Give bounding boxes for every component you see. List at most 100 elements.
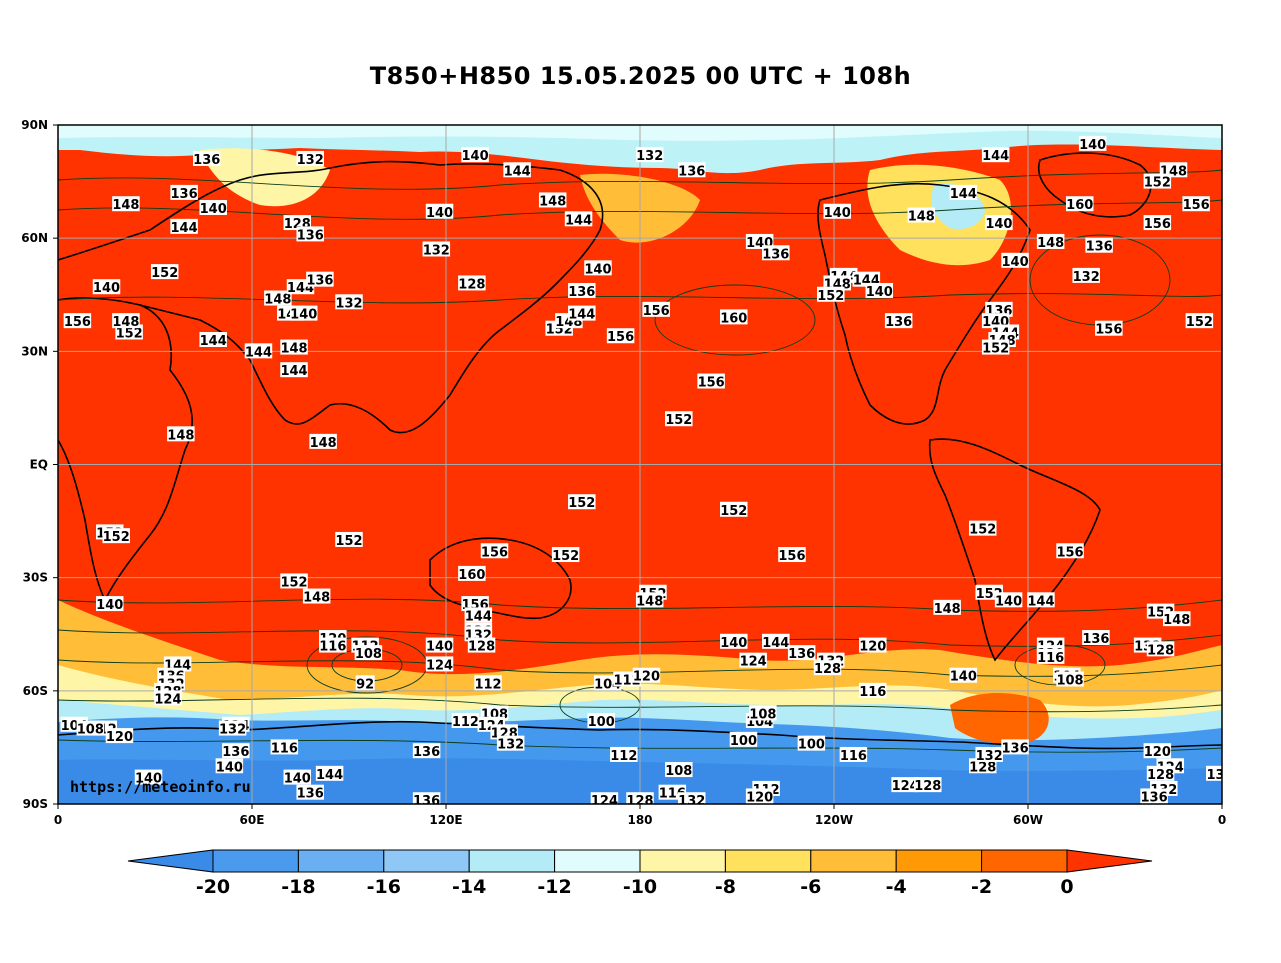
contour-label-bg	[642, 301, 670, 317]
contour-label-bg	[968, 758, 997, 774]
contour-label-bg	[1095, 320, 1123, 336]
contour-label-bg	[823, 275, 851, 291]
contour-label-bg	[665, 411, 693, 427]
contour-label: 140	[950, 670, 977, 685]
contour-label-bg	[154, 690, 182, 706]
contour-label: 132	[297, 153, 324, 168]
lat-tick-label: 90N	[21, 118, 48, 132]
contour-label-bg	[1182, 196, 1210, 212]
contour-label: 152	[568, 496, 595, 511]
contour-label-bg	[626, 792, 654, 804]
colorbar-label: -10	[623, 876, 657, 898]
colorbar-extend-min	[127, 849, 214, 873]
contour-label-bg	[1146, 765, 1175, 781]
contour-label: 140	[866, 285, 893, 300]
contour-label: 144	[316, 768, 343, 783]
contour-label: 136	[1082, 632, 1109, 647]
contour-label: 108	[665, 764, 692, 779]
contour-label-bg	[289, 305, 318, 321]
contour-label: 136	[568, 285, 595, 300]
geopotential-contours	[58, 169, 1222, 753]
contour-label: 132	[423, 243, 450, 258]
contour-label-bg	[1146, 641, 1175, 657]
contour-label-bg	[745, 233, 774, 249]
contour-label-bg	[907, 207, 936, 223]
contour-label-bg	[451, 713, 480, 729]
contour-label-bg	[1185, 313, 1214, 329]
contour-label: 152	[552, 549, 579, 564]
contour-label: 144	[565, 213, 592, 228]
contour-label: 132	[497, 738, 524, 753]
contour-label-bg	[302, 588, 331, 604]
contour-label: 148	[1037, 236, 1064, 251]
contour-label-bg	[296, 226, 324, 242]
contour-label-bg	[95, 596, 124, 612]
contour-label-bg	[244, 343, 273, 359]
contour-label: 136	[1141, 790, 1168, 805]
contour-label-bg	[564, 211, 593, 227]
contour-label: 140	[824, 206, 851, 221]
colorbar-segment	[981, 849, 1068, 873]
contour-label: 160	[1066, 198, 1093, 213]
contour-label: 144	[200, 334, 227, 349]
contour-label-bg	[264, 290, 292, 306]
contour-label-bg	[296, 784, 324, 800]
contour-label-bg	[412, 792, 441, 804]
contour-label: 136	[306, 274, 333, 289]
contour-label: 100	[798, 738, 825, 753]
colorbar: -20 -18 -16 -14 -12 -10 -8 -6 -4 -2 0	[127, 849, 1153, 898]
contour-label: 132	[335, 296, 362, 311]
contour-label-bg	[1143, 215, 1172, 231]
contour-label-bg	[461, 147, 489, 163]
contour-label-bg	[568, 282, 596, 298]
contour-label: 144	[950, 187, 977, 202]
contour-label-bg	[192, 150, 221, 166]
contour-label: 128	[458, 277, 485, 292]
contour-label-bg	[296, 150, 324, 166]
contour-label: 136	[678, 164, 705, 179]
contour-label: 140	[284, 772, 311, 787]
contour-label: 136	[1001, 741, 1028, 756]
contour-label-bg	[985, 215, 1013, 231]
contour-label: 156	[698, 376, 725, 391]
contour-label-bg	[1056, 671, 1084, 687]
contour-label-bg	[496, 735, 525, 751]
contour-label-bg	[474, 675, 502, 691]
lat-tick-label: 30N	[21, 344, 48, 358]
contour-label-bg	[1036, 233, 1065, 249]
contour-label: 124	[154, 692, 181, 707]
contour-label-bg	[985, 301, 1013, 317]
contour-label: 148	[167, 428, 194, 443]
contour-label: 148	[310, 436, 337, 451]
contour-label-bg	[1159, 162, 1188, 178]
colorbar-label: 0	[1060, 876, 1073, 898]
contour-label: 124	[740, 655, 767, 670]
lat-tick-label: 60S	[23, 684, 48, 698]
contour-label-bg	[787, 645, 816, 661]
contour-label-bg	[762, 633, 790, 649]
contour-label: 140	[96, 598, 123, 613]
contour-label-bg	[981, 339, 1010, 355]
contour-label-bg	[968, 520, 997, 536]
contour-label-bg	[1143, 743, 1172, 759]
contour-label-bg	[335, 294, 363, 310]
coast-eurasia	[58, 160, 604, 434]
contour-label-bg	[1027, 592, 1055, 608]
contour-label: 144	[280, 364, 307, 379]
colorbar-label: -8	[715, 876, 736, 898]
contour-label: 112	[452, 715, 479, 730]
contour-label: 100	[730, 734, 757, 749]
contour-label-bg	[1001, 739, 1029, 755]
contour-label-bg	[981, 313, 1010, 329]
contour-label: 152	[116, 326, 143, 341]
contour-label: 156	[778, 549, 805, 564]
contour-label-bg	[1078, 135, 1107, 151]
contour-label-bg	[1140, 788, 1168, 804]
contour-label: 128	[814, 662, 841, 677]
contour-label: 152	[335, 534, 362, 549]
contour-label: 148	[280, 342, 307, 357]
contour-label-bg	[134, 769, 163, 785]
contour-label: 140	[93, 281, 120, 296]
contour-label: 144	[465, 609, 492, 624]
contour-label-bg	[635, 147, 664, 163]
